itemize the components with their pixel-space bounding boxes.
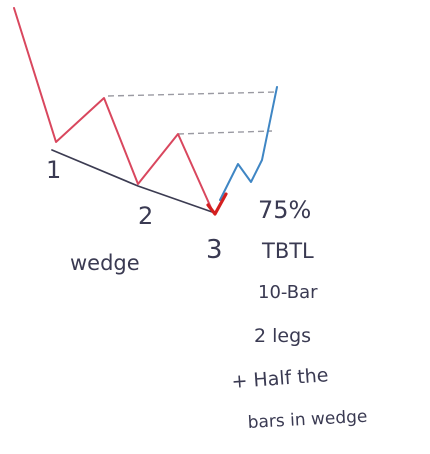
note-bars-in-wedge: bars in wedge bbox=[247, 407, 368, 433]
entry-check-icon bbox=[206, 192, 228, 216]
note-2-legs: 2 legs bbox=[254, 325, 311, 347]
point-label-3: 3 bbox=[206, 235, 223, 265]
dashed-target-line-upper bbox=[107, 91, 277, 97]
note-half-the: + Half the bbox=[231, 364, 329, 393]
bear-leg-line bbox=[13, 7, 213, 211]
note-10-bar: 10-Bar bbox=[258, 282, 318, 303]
dashed-target-line-lower bbox=[177, 130, 273, 135]
note-tbtl: TBTL bbox=[261, 239, 314, 263]
point-label-2: 2 bbox=[138, 202, 153, 230]
bull-reversal-line bbox=[219, 86, 278, 201]
point-label-1: 1 bbox=[46, 156, 61, 184]
wedge-trendline bbox=[51, 149, 216, 214]
wedge-label: wedge bbox=[70, 251, 140, 275]
note-probability: 75% bbox=[258, 196, 311, 224]
